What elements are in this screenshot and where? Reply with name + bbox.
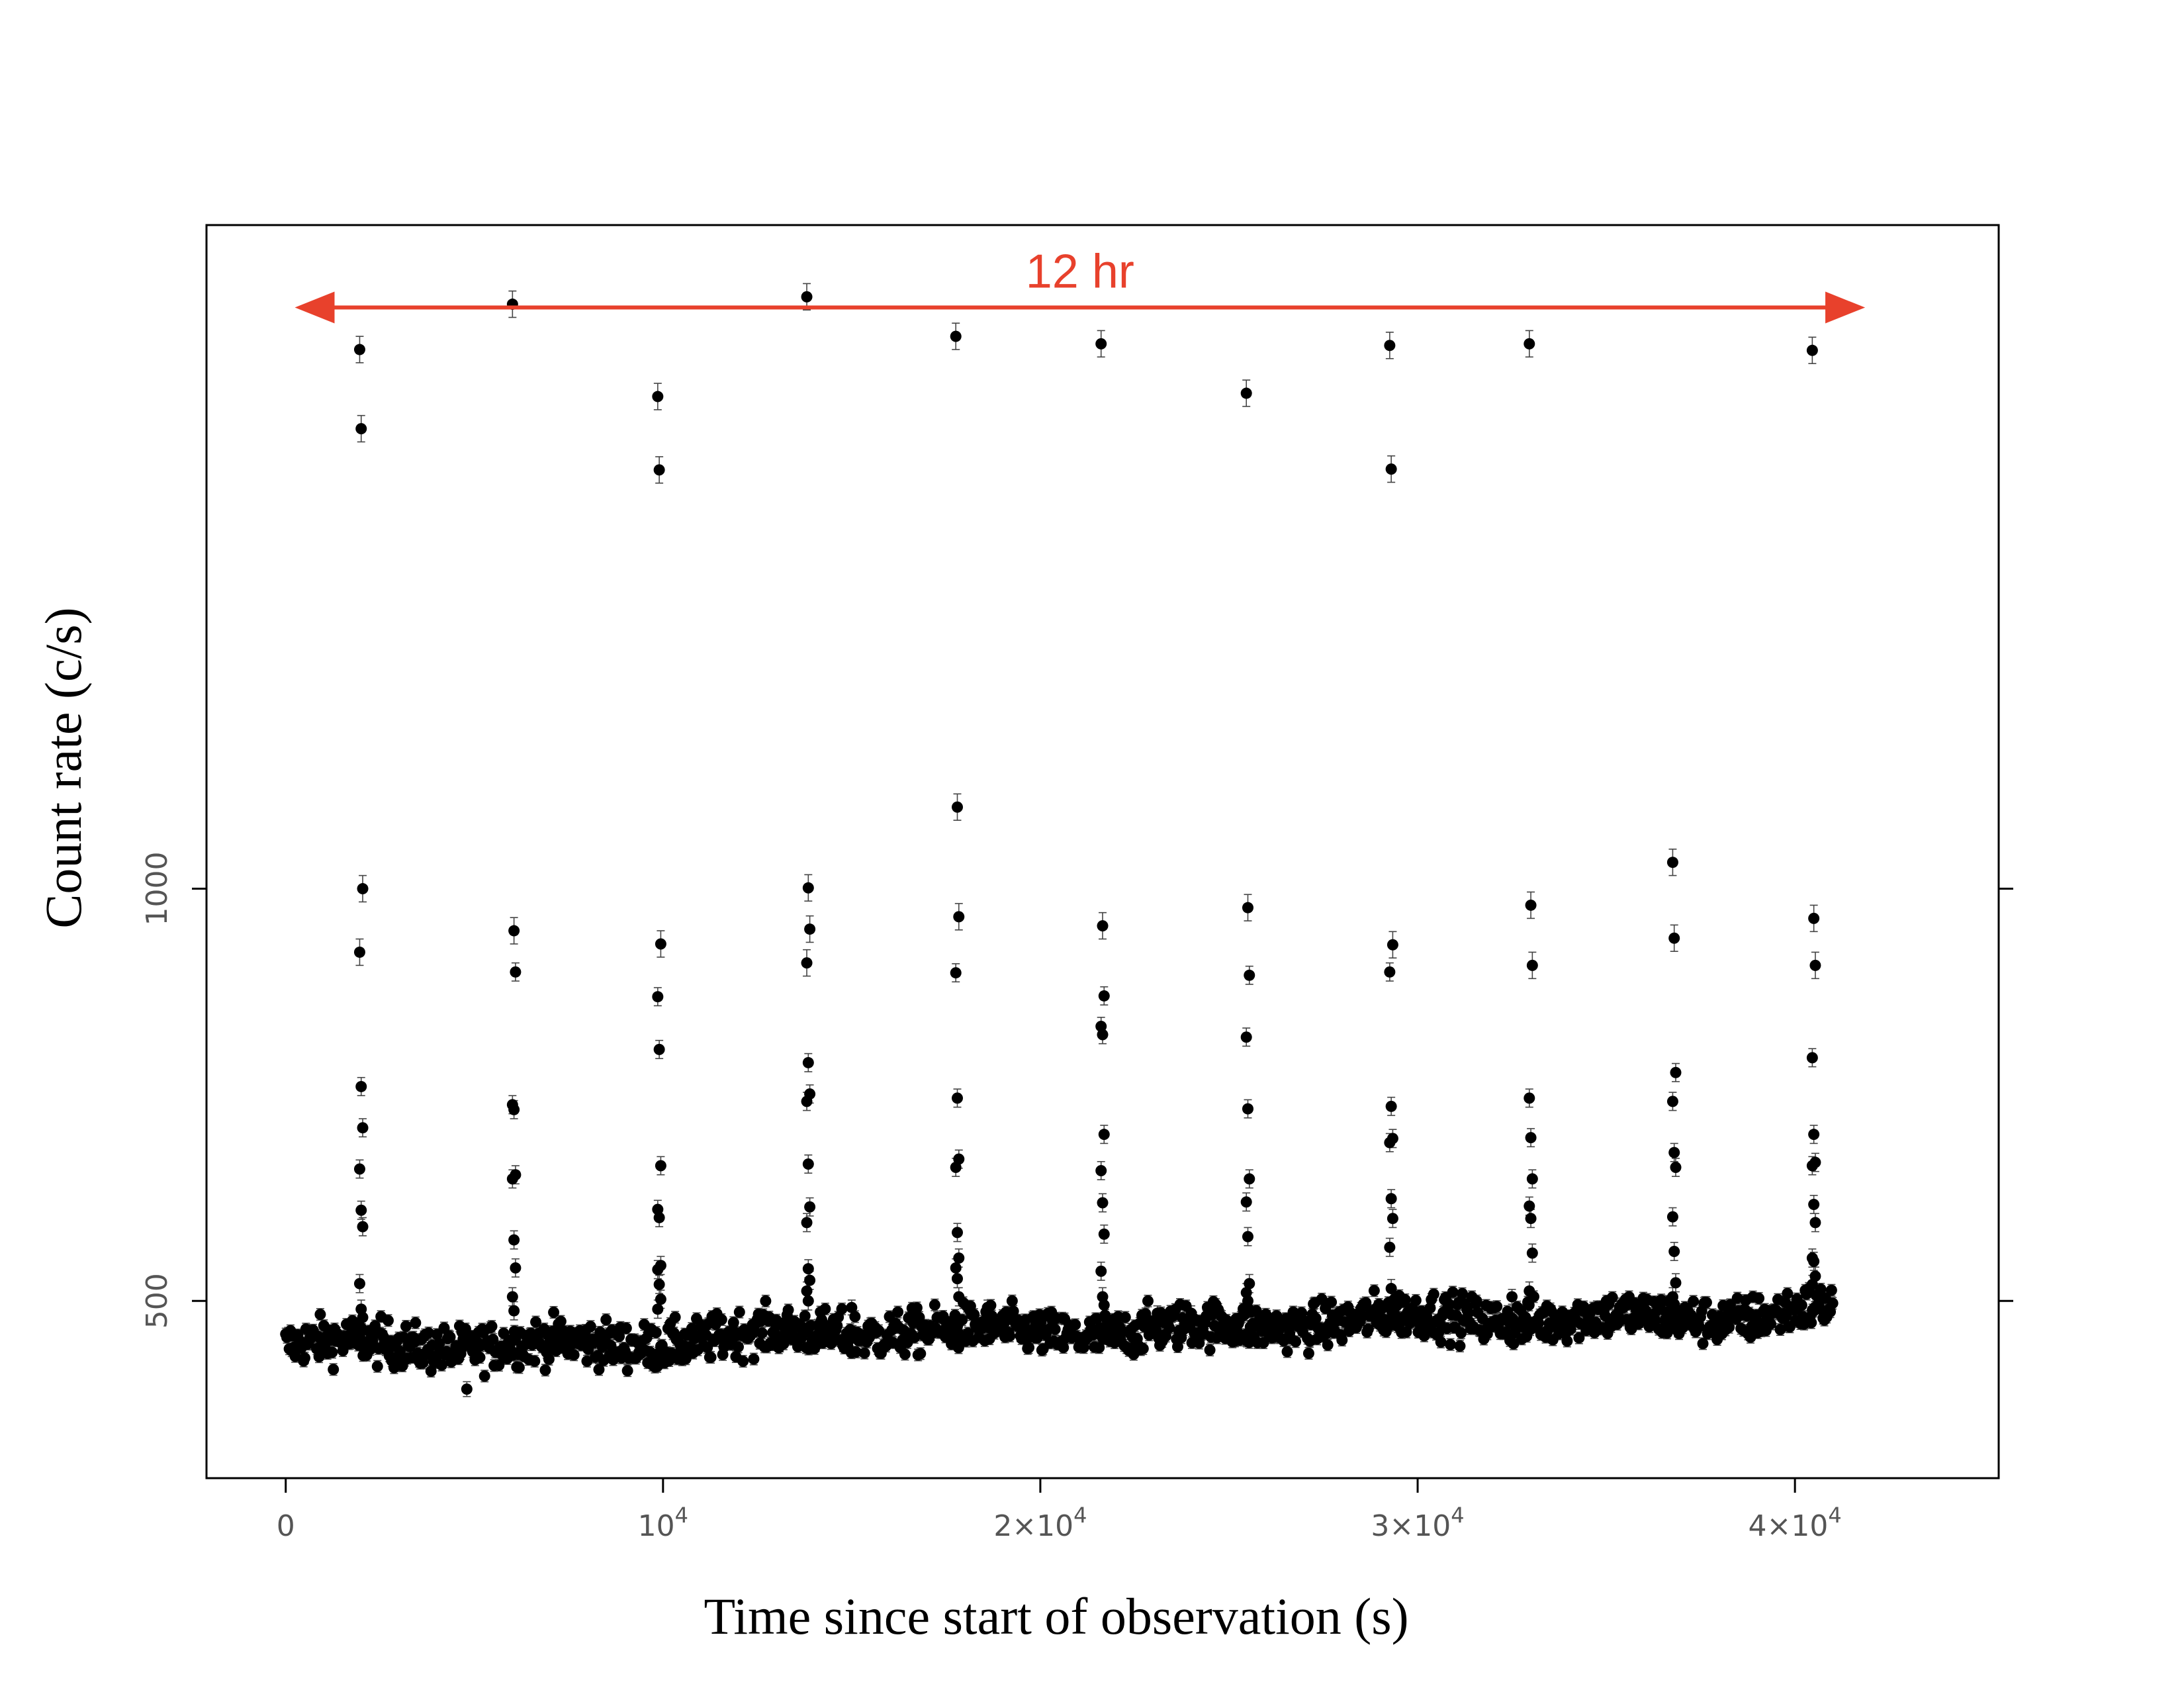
data-point <box>548 1306 560 1318</box>
data-point <box>444 1331 456 1343</box>
data-point <box>382 1315 394 1327</box>
data-point <box>486 1321 498 1333</box>
data-point <box>836 1303 848 1315</box>
data-point <box>858 1347 870 1359</box>
data-point <box>873 1325 885 1336</box>
data-point <box>792 1340 803 1352</box>
data-point <box>850 1346 862 1358</box>
data-point <box>831 1320 843 1332</box>
data-point <box>605 1340 617 1352</box>
data-point <box>478 1370 490 1382</box>
data-point <box>417 1357 429 1369</box>
data-point <box>431 1329 443 1340</box>
data-point <box>400 1321 412 1333</box>
data-point <box>498 1327 510 1339</box>
data-point <box>727 1317 739 1329</box>
data-point <box>715 1314 727 1326</box>
data-point <box>364 1344 376 1356</box>
plot-frame <box>205 224 2000 1479</box>
data-point <box>705 1351 717 1363</box>
data-point <box>568 1349 580 1361</box>
data-point <box>513 1362 525 1374</box>
data-point <box>474 1352 486 1364</box>
data-point <box>1006 1295 1018 1307</box>
data-point <box>289 1350 301 1362</box>
data-point <box>1023 1342 1035 1354</box>
data-point <box>799 1310 811 1322</box>
data-point <box>760 1295 772 1307</box>
data-point <box>968 1309 980 1321</box>
data-point <box>600 1314 612 1326</box>
data-point <box>593 1364 605 1376</box>
data-point <box>423 1327 435 1339</box>
data-point <box>782 1304 794 1316</box>
data-point <box>328 1364 340 1376</box>
data-points <box>280 291 1839 1395</box>
data-point <box>956 1314 968 1326</box>
data-point <box>530 1316 542 1328</box>
data-point <box>650 1327 662 1338</box>
data-point <box>620 1323 632 1335</box>
data-point <box>915 1348 927 1360</box>
data-point <box>737 1355 749 1367</box>
data-point <box>913 1311 925 1323</box>
data-point <box>326 1346 338 1358</box>
data-point <box>892 1306 904 1318</box>
data-point <box>371 1360 383 1372</box>
data-point <box>778 1338 790 1350</box>
data-point <box>314 1309 326 1321</box>
data-point <box>849 1311 861 1323</box>
data-point <box>425 1365 437 1377</box>
data-point <box>581 1355 593 1367</box>
data-point <box>819 1303 831 1315</box>
data-point <box>614 1331 625 1342</box>
data-point <box>487 1333 499 1345</box>
data-point <box>1093 1342 1105 1354</box>
data-point <box>394 1345 406 1357</box>
data-point <box>748 1353 760 1365</box>
data-point <box>1058 1342 1069 1354</box>
data-point <box>669 1311 681 1323</box>
data-point <box>412 1347 424 1359</box>
data-point <box>539 1364 551 1376</box>
data-point <box>555 1315 567 1327</box>
data-point <box>732 1341 744 1353</box>
data-point <box>299 1352 311 1364</box>
data-point <box>493 1359 505 1371</box>
data-point <box>410 1317 422 1329</box>
data-point <box>756 1327 768 1339</box>
data-point <box>435 1359 447 1371</box>
data-point <box>543 1353 555 1365</box>
data-point <box>1069 1319 1081 1331</box>
data-point <box>733 1306 745 1318</box>
error-bars <box>281 283 1837 1397</box>
data-point <box>702 1342 713 1354</box>
data-point <box>584 1321 596 1333</box>
data-point <box>621 1365 633 1377</box>
data-point <box>1049 1323 1061 1335</box>
data-point <box>929 1299 940 1311</box>
data-point <box>1007 1305 1019 1317</box>
data-point <box>1004 1330 1016 1342</box>
data-point <box>529 1355 541 1367</box>
data-point <box>911 1302 923 1314</box>
data-point <box>899 1348 911 1360</box>
